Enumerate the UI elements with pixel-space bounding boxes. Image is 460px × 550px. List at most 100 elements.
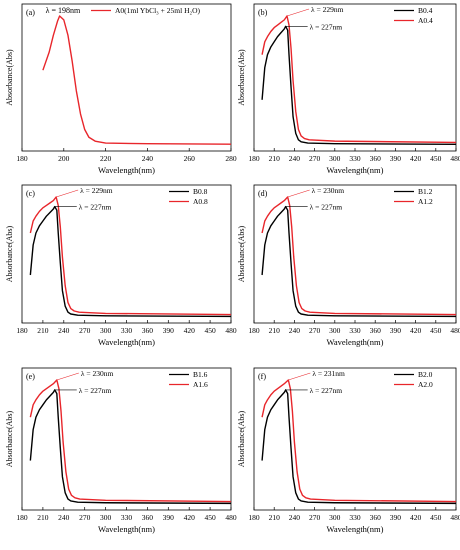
peak-annotation: λ = 227nm bbox=[310, 203, 343, 212]
x-tick-label: 420 bbox=[184, 513, 196, 522]
x-tick-label: 480 bbox=[450, 326, 460, 335]
legend-label: A0.8 bbox=[193, 197, 208, 206]
series-line-B1.6 bbox=[29, 389, 232, 505]
x-axis-title: Wavelength(nm) bbox=[98, 165, 155, 175]
peak-annotation: λ = 229nm bbox=[311, 5, 344, 14]
legend-label: B0.8 bbox=[193, 187, 208, 196]
x-tick-label: 360 bbox=[370, 154, 382, 163]
x-tick-label: 330 bbox=[349, 326, 361, 335]
series-line-A2.0 bbox=[261, 379, 457, 503]
x-axis-title: Wavelength(nm) bbox=[327, 337, 384, 347]
series-line-B2.0 bbox=[261, 389, 457, 505]
annotation-leader bbox=[56, 189, 79, 198]
x-tick-label: 420 bbox=[184, 326, 196, 335]
x-tick-label: 390 bbox=[163, 513, 175, 522]
panel-label: (c) bbox=[26, 189, 35, 198]
y-axis-title: Absorbance(Abs) bbox=[5, 49, 14, 106]
peak-annotation: λ = 230nm bbox=[312, 186, 345, 195]
x-tick-label: 270 bbox=[309, 326, 321, 335]
legend-label: A1.2 bbox=[418, 197, 433, 206]
legend-label: B0.4 bbox=[418, 6, 433, 15]
legend-label: A1.6 bbox=[193, 380, 208, 389]
x-tick-label: 330 bbox=[121, 326, 133, 335]
x-tick-label: 260 bbox=[184, 154, 196, 163]
x-tick-label: 450 bbox=[204, 326, 216, 335]
x-tick-label: 180 bbox=[248, 326, 260, 335]
legend-label: A0.4 bbox=[418, 16, 433, 25]
peak-annotation: λ = 227nm bbox=[310, 386, 343, 395]
x-tick-label: 240 bbox=[289, 154, 301, 163]
x-tick-label: 270 bbox=[79, 326, 91, 335]
x-tick-label: 240 bbox=[289, 513, 301, 522]
plot-frame bbox=[21, 367, 232, 511]
plot-frame bbox=[253, 367, 457, 511]
x-tick-label: 450 bbox=[430, 513, 442, 522]
peak-annotation: λ = 227nm bbox=[310, 22, 343, 31]
x-tick-label: 390 bbox=[390, 326, 402, 335]
x-tick-label: 240 bbox=[58, 326, 70, 335]
y-axis-title: Absorbance(Abs) bbox=[5, 410, 14, 467]
series-line-A1.2 bbox=[261, 196, 457, 316]
x-tick-label: 360 bbox=[370, 326, 382, 335]
x-tick-label: 480 bbox=[450, 154, 460, 163]
panel-label: (e) bbox=[26, 372, 35, 381]
x-tick-label: 210 bbox=[37, 513, 49, 522]
x-tick-label: 220 bbox=[100, 154, 112, 163]
peak-annotation: λ = 230nm bbox=[81, 369, 114, 378]
x-tick-label: 300 bbox=[329, 326, 341, 335]
x-tick-label: 300 bbox=[329, 154, 341, 163]
peak-annotation: λ = 229nm bbox=[80, 186, 113, 195]
x-tick-label: 300 bbox=[329, 513, 341, 522]
legend-label: A0(1ml YbCl₃ + 25ml H₂O) bbox=[115, 6, 201, 15]
x-tick-label: 360 bbox=[142, 513, 154, 522]
x-tick-label: 270 bbox=[79, 513, 91, 522]
x-axis-title: Wavelength(nm) bbox=[327, 524, 384, 534]
series-line-A0.4 bbox=[261, 15, 457, 144]
x-tick-label: 390 bbox=[390, 513, 402, 522]
x-tick-label: 200 bbox=[58, 154, 70, 163]
x-tick-label: 390 bbox=[390, 154, 402, 163]
x-tick-label: 420 bbox=[410, 154, 422, 163]
series-line-B0.4 bbox=[261, 25, 457, 146]
x-tick-label: 360 bbox=[370, 513, 382, 522]
x-tick-label: 360 bbox=[142, 326, 154, 335]
series-line-A1.6 bbox=[29, 379, 232, 503]
chart-panel-6: (f) 180 210 240 270 300 330 360 390 420 450 480 Wave… bbox=[237, 367, 460, 534]
x-tick-label: 300 bbox=[100, 326, 112, 335]
y-axis-title: Absorbance(Abs) bbox=[237, 410, 246, 467]
x-tick-label: 180 bbox=[16, 513, 28, 522]
chart-panel-4: (d) 180 210 240 270 300 330 360 390 420 450 480 Wave… bbox=[237, 184, 460, 347]
annotation-leader bbox=[287, 189, 310, 198]
peak-annotation: λ = 227nm bbox=[79, 386, 112, 395]
series-line-B1.2 bbox=[261, 205, 457, 318]
series-line-A0-1ml-YbCl-25ml-H-O bbox=[42, 15, 232, 145]
legend-label: B2.0 bbox=[418, 370, 433, 379]
legend-label: A2.0 bbox=[418, 380, 433, 389]
panel-label: (b) bbox=[258, 8, 268, 17]
x-tick-label: 330 bbox=[349, 154, 361, 163]
annotation-leader bbox=[288, 372, 311, 381]
peak-annotation: λ = 198nm bbox=[46, 6, 81, 15]
x-tick-label: 210 bbox=[269, 513, 281, 522]
x-tick-label: 450 bbox=[430, 326, 442, 335]
x-tick-label: 180 bbox=[248, 513, 260, 522]
x-tick-label: 270 bbox=[309, 513, 321, 522]
x-tick-label: 270 bbox=[309, 154, 321, 163]
annotation-leader bbox=[286, 8, 310, 17]
y-axis-title: Absorbance(Abs) bbox=[237, 49, 246, 106]
x-tick-label: 240 bbox=[142, 154, 154, 163]
chart-panel-5: (e) 180 210 240 270 300 330 360 390 420 450 480 Wave… bbox=[5, 367, 237, 534]
chart-panel-2: (b) 180 210 240 270 300 330 360 390 420 450 480 Wave… bbox=[237, 3, 460, 175]
series-line-B0.8 bbox=[29, 205, 232, 318]
x-axis-title: Wavelength(nm) bbox=[327, 165, 384, 175]
x-tick-label: 480 bbox=[225, 513, 237, 522]
legend-label: B1.6 bbox=[193, 370, 208, 379]
plot-frame bbox=[21, 3, 232, 152]
x-tick-label: 240 bbox=[58, 513, 70, 522]
x-tick-label: 480 bbox=[450, 513, 460, 522]
x-tick-label: 180 bbox=[16, 326, 28, 335]
x-tick-label: 390 bbox=[163, 326, 175, 335]
x-tick-label: 240 bbox=[289, 326, 301, 335]
x-tick-label: 210 bbox=[269, 326, 281, 335]
